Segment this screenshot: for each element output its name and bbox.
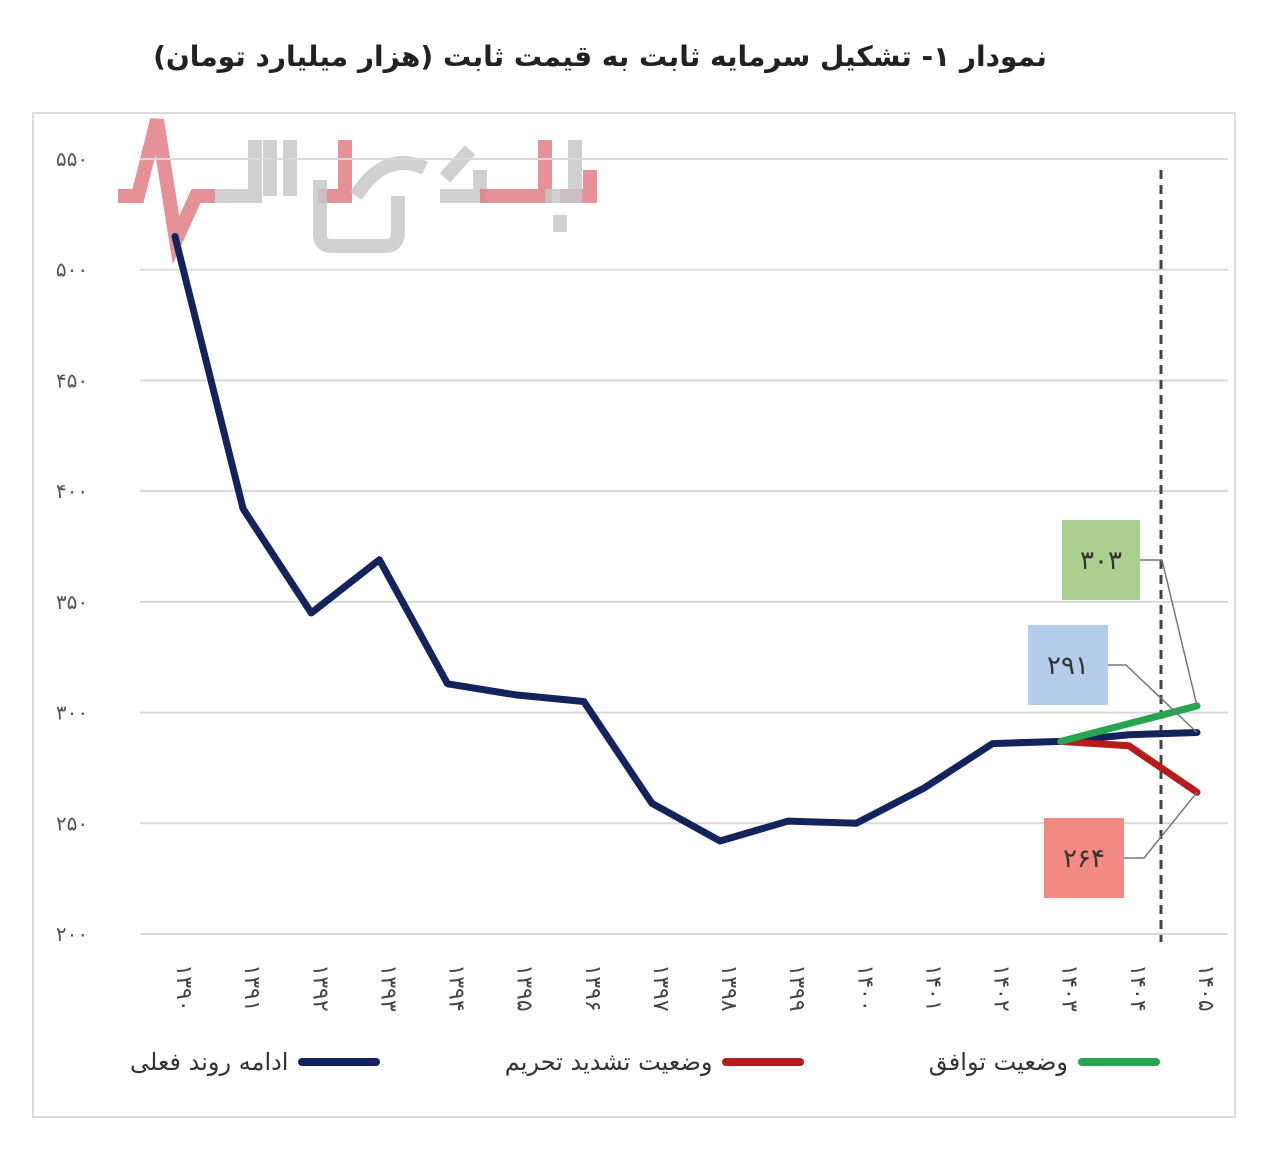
series-line-current-trend bbox=[171, 233, 1201, 845]
y-tick-label: ۴۵۰ bbox=[56, 368, 88, 392]
series-line-sanctions bbox=[1057, 737, 1201, 796]
x-tick-label: ۱۳۹۸ bbox=[716, 964, 741, 1011]
y-tick-label: ۳۵۰ bbox=[56, 590, 88, 614]
x-tick-label: ۱۳۹۲ bbox=[307, 964, 332, 1011]
x-tick-label: ۱۴۰۲ bbox=[989, 964, 1014, 1011]
legend-item-agreement: وضعیت توافق bbox=[929, 1048, 1160, 1076]
y-tick-label: ۲۰۰ bbox=[56, 922, 88, 946]
watermark-letters bbox=[313, 155, 428, 253]
callout-leader-line bbox=[1140, 559, 1198, 707]
x-tick-label: ۱۳۹۱ bbox=[239, 964, 264, 1011]
legend-swatch-sanctions bbox=[722, 1058, 805, 1066]
callout-value-current-trend: ۲۹۱ bbox=[1047, 651, 1089, 681]
callout-leader-line bbox=[1124, 791, 1198, 859]
legend-item-sanctions: وضعیت تشدید تحریم bbox=[505, 1048, 805, 1076]
callout-value-sanctions: ۲۶۴ bbox=[1063, 844, 1105, 874]
x-tick-label: ۱۴۰۴ bbox=[1125, 964, 1150, 1011]
watermark-letters bbox=[215, 140, 297, 203]
chart-legend: ادامه روند فعلی وضعیت تشدید تحریم وضعیت … bbox=[130, 1040, 1160, 1084]
legend-label-sanctions: وضعیت تشدید تحریم bbox=[504, 1048, 713, 1076]
callout-box-current-trend bbox=[1028, 625, 1108, 705]
x-tick-label: ۱۳۹۰ bbox=[171, 964, 196, 1011]
y-tick-label: ۴۰۰ bbox=[56, 479, 88, 503]
callout-leader-line bbox=[1108, 664, 1198, 734]
watermark-letters bbox=[439, 145, 487, 203]
x-tick-label: ۱۴۰۵ bbox=[1193, 964, 1218, 1011]
x-tick-label: ۱۳۹۵ bbox=[512, 964, 537, 1011]
x-tick-label: ۱۴۰۰ bbox=[852, 964, 877, 1011]
legend-label-agreement: وضعیت توافق bbox=[928, 1048, 1068, 1076]
x-tick-label: ۱۴۰۱ bbox=[920, 964, 945, 1011]
y-tick-label: ۳۰۰ bbox=[56, 701, 88, 725]
y-tick-label: ۵۵۰ bbox=[56, 147, 88, 171]
chart-frame bbox=[32, 112, 1236, 1118]
x-tick-label: ۱۳۹۶ bbox=[580, 964, 605, 1011]
legend-swatch-current-trend bbox=[298, 1058, 381, 1066]
x-tick-label: ۱۳۹۹ bbox=[784, 964, 809, 1011]
y-tick-label: ۲۵۰ bbox=[56, 811, 88, 835]
x-tick-label: ۱۳۹۴ bbox=[444, 964, 469, 1011]
watermark-pulse-icon bbox=[118, 118, 215, 265]
legend-swatch-agreement bbox=[1078, 1058, 1160, 1066]
callout-value-agreement: ۳۰۳ bbox=[1080, 546, 1122, 576]
legend-item-current-trend: ادامه روند فعلی bbox=[130, 1048, 381, 1076]
x-tick-label: ۱۳۹۳ bbox=[375, 964, 400, 1011]
callout-box-agreement bbox=[1062, 520, 1140, 600]
legend-label-current-trend: ادامه روند فعلی bbox=[130, 1048, 289, 1076]
callout-box-sanctions bbox=[1044, 818, 1124, 898]
x-tick-label: ۱۳۹۷ bbox=[648, 964, 673, 1011]
chart-title: نمودار ۱- تشکیل سرمایه ثابت به قیمت ثابت… bbox=[153, 40, 1047, 73]
y-tick-label: ۵۰۰ bbox=[56, 258, 88, 282]
x-tick-label: ۱۴۰۳ bbox=[1057, 964, 1082, 1011]
